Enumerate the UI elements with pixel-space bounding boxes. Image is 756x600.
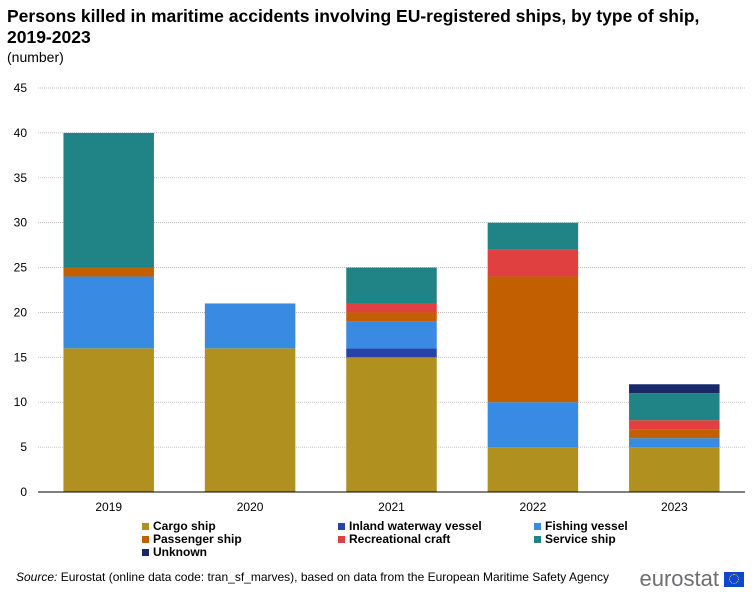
bar-segment bbox=[629, 438, 720, 448]
x-tick-label: 2019 bbox=[95, 500, 122, 514]
y-tick-label: 10 bbox=[14, 395, 28, 409]
chart-title: Persons killed in maritime accidents inv… bbox=[7, 6, 700, 47]
bar-segment bbox=[629, 384, 720, 394]
y-tick-label: 40 bbox=[14, 126, 28, 140]
y-tick-label: 5 bbox=[20, 440, 27, 454]
x-tick-label: 2020 bbox=[237, 500, 264, 514]
bar-segment bbox=[63, 267, 154, 277]
legend-item: Unknown bbox=[142, 546, 338, 559]
legend-label: Inland waterway vessel bbox=[349, 519, 482, 533]
legend-item: Service ship bbox=[534, 533, 702, 546]
legend-swatch bbox=[338, 523, 345, 530]
y-tick-label: 15 bbox=[14, 350, 28, 364]
eurostat-logo: eurostat bbox=[639, 566, 744, 592]
source-label: Source: bbox=[16, 570, 58, 584]
logo-text: eurostat bbox=[639, 566, 720, 591]
bar-segment bbox=[346, 348, 437, 358]
y-tick-label: 20 bbox=[14, 305, 28, 319]
bar-segment bbox=[629, 429, 720, 439]
y-tick-label: 25 bbox=[14, 261, 28, 275]
legend-swatch bbox=[142, 536, 149, 543]
legend-label: Passenger ship bbox=[153, 532, 242, 546]
legend-item: Inland waterway vessel bbox=[338, 520, 534, 533]
bar-segment bbox=[346, 321, 437, 349]
y-tick-label: 35 bbox=[14, 171, 28, 185]
legend-label: Fishing vessel bbox=[545, 519, 628, 533]
bar-chart: 0 5 10 15 20 25 30 35 40 45 2019 2020 2021 2022 2023 bbox=[14, 81, 745, 514]
bar-segment bbox=[346, 312, 437, 322]
bar-segment bbox=[487, 402, 579, 448]
bar-segment bbox=[204, 303, 296, 349]
legend-swatch bbox=[534, 536, 541, 543]
bar-segment bbox=[63, 348, 154, 492]
eu-flag-icon bbox=[724, 571, 744, 587]
bar-segment bbox=[346, 267, 437, 304]
legend-item: Recreational craft bbox=[338, 533, 534, 546]
legend-item: Cargo ship bbox=[142, 520, 338, 533]
bar-segment bbox=[487, 276, 579, 403]
bar-segment bbox=[63, 132, 154, 268]
y-tick-label: 45 bbox=[14, 81, 28, 95]
x-tick-label: 2021 bbox=[378, 500, 405, 514]
bar-segment bbox=[629, 447, 720, 492]
bar-segment bbox=[204, 348, 296, 492]
bar-segment bbox=[487, 447, 579, 492]
bar-segment bbox=[346, 357, 437, 492]
legend: Cargo ship Inland waterway vessel Fishing … bbox=[142, 520, 702, 559]
legend-label: Service ship bbox=[545, 532, 616, 546]
bar-segment bbox=[63, 276, 154, 349]
x-tick-label: 2022 bbox=[520, 500, 547, 514]
chart-subtitle: (number) bbox=[7, 49, 64, 65]
x-tick-label: 2023 bbox=[661, 500, 688, 514]
bar-segment bbox=[487, 222, 579, 250]
bar-segment bbox=[346, 303, 437, 313]
source-text: Eurostat (online data code: tran_sf_marv… bbox=[60, 570, 610, 584]
legend-label: Unknown bbox=[153, 545, 207, 559]
legend-swatch bbox=[142, 549, 149, 556]
y-tick-label: 30 bbox=[14, 216, 28, 230]
legend-label: Cargo ship bbox=[153, 519, 216, 533]
source-note: Source: Eurostat (online data code: tran… bbox=[16, 570, 609, 584]
legend-label: Recreational craft bbox=[349, 532, 451, 546]
legend-item: Passenger ship bbox=[142, 533, 338, 546]
legend-swatch bbox=[142, 523, 149, 530]
legend-swatch bbox=[534, 523, 541, 530]
bar-segment bbox=[629, 393, 720, 421]
legend-swatch bbox=[338, 536, 345, 543]
bar-segment bbox=[487, 249, 579, 277]
bar-segment bbox=[629, 420, 720, 430]
y-tick-label: 0 bbox=[20, 485, 27, 499]
legend-item: Fishing vessel bbox=[534, 520, 702, 533]
